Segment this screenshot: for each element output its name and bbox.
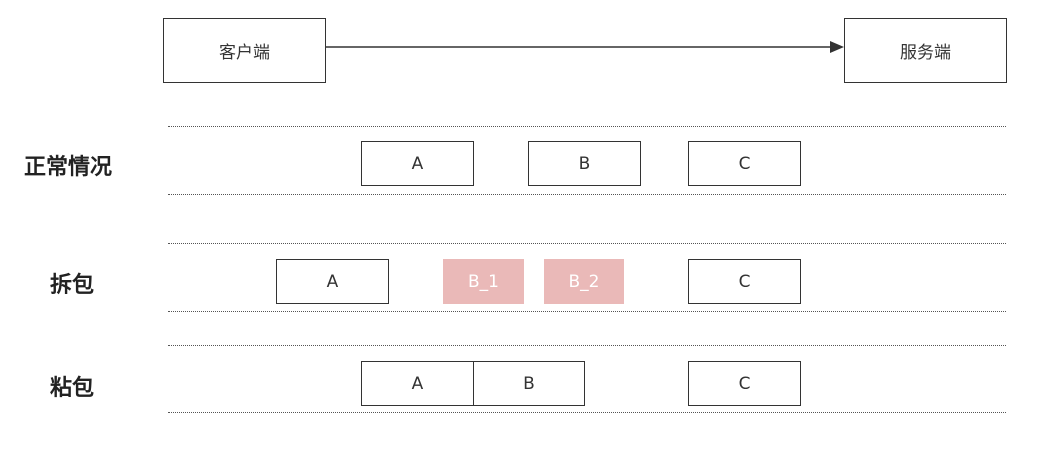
packet-label: A <box>411 153 424 174</box>
split-packet-c: C <box>688 259 801 304</box>
sticky-packet-c: C <box>688 361 801 406</box>
client-box: 客户端 <box>163 18 326 83</box>
normal-top-divider <box>168 126 1006 127</box>
sticky-bottom-divider <box>168 412 1006 413</box>
normal-packet-a: A <box>361 141 474 186</box>
normal-row-label: 正常情况 <box>24 155 113 180</box>
split-top-divider <box>168 243 1006 244</box>
split-row-label: 拆包 <box>50 273 95 298</box>
split-packet-b1: B_1 <box>443 259 524 304</box>
server-box: 服务端 <box>844 18 1007 83</box>
sticky-row-label: 粘包 <box>50 376 95 401</box>
packet-label: A <box>411 373 424 394</box>
normal-packet-c: C <box>688 141 801 186</box>
split-packet-b2: B_2 <box>544 259 624 304</box>
packet-label: B <box>578 153 591 174</box>
packet-label: C <box>738 153 751 174</box>
split-bottom-divider <box>168 311 1006 312</box>
packet-label: A <box>326 271 339 292</box>
packet-label: C <box>738 373 751 394</box>
packet-label: B_1 <box>468 271 499 292</box>
packet-label: B_2 <box>568 271 600 292</box>
sticky-packet-b: B <box>473 361 585 406</box>
split-packet-a: A <box>276 259 389 304</box>
sticky-packet-a: A <box>361 361 474 406</box>
client-label: 客户端 <box>219 43 270 63</box>
server-label: 服务端 <box>900 43 951 63</box>
sticky-top-divider <box>168 345 1006 346</box>
packet-label: B <box>523 373 535 394</box>
normal-packet-b: B <box>528 141 641 186</box>
normal-bottom-divider <box>168 194 1006 195</box>
packet-label: C <box>738 271 751 292</box>
